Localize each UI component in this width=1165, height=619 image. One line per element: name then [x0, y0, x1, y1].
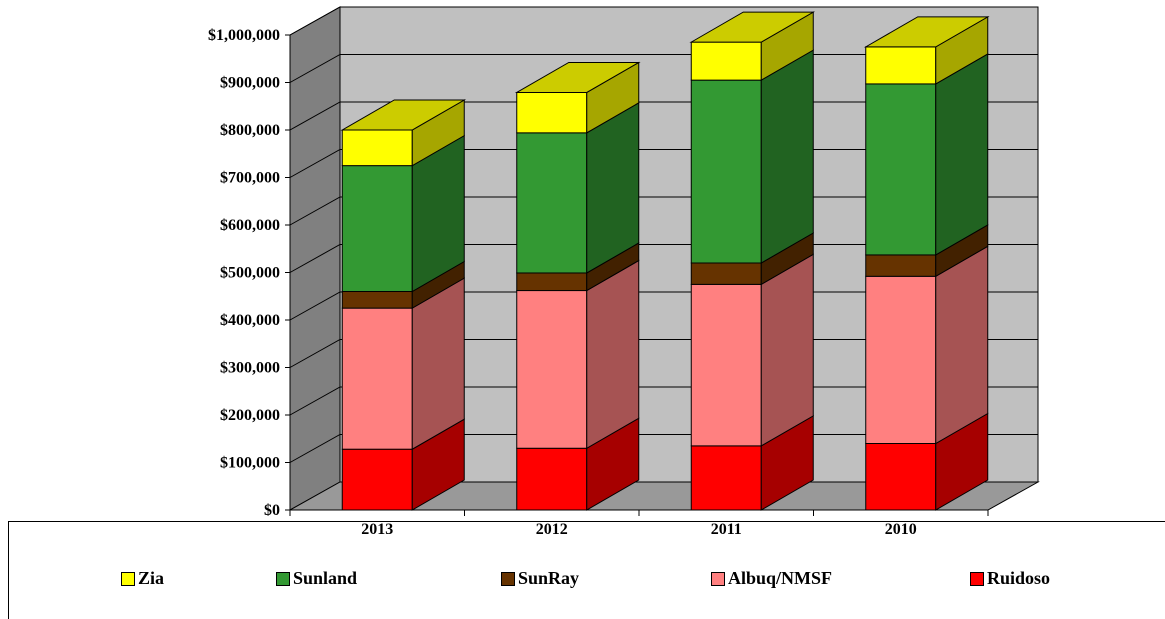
legend-swatch-zia: [121, 571, 135, 586]
bar-top-zia-2012: [514, 61, 641, 93]
y-tick-label: $900,000: [220, 75, 280, 92]
y-tick-label: $1,000,000: [208, 27, 280, 44]
bar-segment-sunland-2013: [341, 165, 413, 292]
legend-swatch-albuq-nmsf: [711, 571, 725, 586]
bar-segment-ruidoso-2010: [865, 443, 937, 511]
bar-segment-sunray-2013: [341, 291, 413, 309]
bar-side-albuq-nmsf-2011: [760, 253, 814, 447]
bar-segment-ruidoso-2012: [516, 447, 588, 511]
bar-segment-sunland-2011: [690, 79, 762, 264]
y-tick-label: $0: [264, 502, 280, 519]
bar-segment-ruidoso-2013: [341, 448, 413, 511]
bar-segment-albuq-nmsf-2013: [341, 307, 413, 450]
y-tick-label: $200,000: [220, 407, 280, 424]
gridline: [289, 6, 1038, 36]
y-tick-label: $600,000: [220, 217, 280, 234]
y-tick-label: $500,000: [220, 265, 280, 282]
bar-segment-ruidoso-2011: [690, 445, 762, 511]
bar-segment-zia-2010: [865, 46, 937, 85]
bar-segment-albuq-nmsf-2010: [865, 275, 937, 444]
legend-item-sunray: SunRay: [501, 568, 579, 589]
legend-swatch-sunray: [501, 571, 515, 586]
bar-stack-2010: [863, 16, 990, 511]
y-tick-label: $300,000: [220, 360, 280, 377]
bar-segment-sunland-2012: [516, 132, 588, 274]
legend-label-ruidoso: Ruidoso: [987, 568, 1051, 588]
legend-swatch-ruidoso: [970, 571, 984, 586]
bar-top-zia-2011: [689, 11, 816, 43]
bar-stack-2011: [689, 11, 816, 511]
bar-segment-sunray-2010: [865, 254, 937, 277]
legend-label-zia: Zia: [138, 568, 165, 588]
bar-segment-zia-2012: [516, 91, 588, 134]
bar-top-zia-2013: [340, 99, 467, 131]
bar-side-albuq-nmsf-2012: [586, 259, 640, 450]
x-tick-label: 2010: [885, 521, 917, 538]
y-axis: $0 $100,000 $200,000 $300,000 $400,000 $500,0…: [208, 27, 291, 519]
x-tick-label: 2012: [536, 521, 568, 538]
bar-segment-sunland-2010: [865, 83, 937, 256]
legend-label-sunland: Sunland: [293, 568, 358, 588]
bar-stack-group: [340, 11, 990, 511]
bar-top-zia-2010: [863, 16, 990, 48]
bar-segment-zia-2011: [690, 41, 762, 81]
bar-segment-sunray-2011: [690, 262, 762, 285]
legend-swatch-sunland: [276, 571, 290, 586]
bar-side-sunland-2011: [760, 49, 814, 264]
y-tick-label: $800,000: [220, 122, 280, 139]
y-tick-label: $700,000: [220, 170, 280, 187]
bar-segment-albuq-nmsf-2012: [516, 290, 588, 449]
legend-item-zia: Zia: [121, 568, 164, 589]
legend-item-sunland: Sunland: [276, 568, 357, 589]
bar-side-sunland-2010: [935, 53, 989, 256]
bar-side-albuq-nmsf-2010: [935, 245, 989, 445]
legend-item-albuq-nmsf: Albuq/NMSF: [711, 568, 832, 589]
bar-segment-sunray-2012: [516, 272, 588, 292]
bar-stack-2012: [514, 61, 641, 511]
legend-label-albuq-nmsf: Albuq/NMSF: [728, 568, 833, 588]
y-tick-label: $400,000: [220, 312, 280, 329]
legend: Zia Sunland SunRay Albuq/NMSF Ruidoso: [8, 521, 1165, 619]
x-tick-label: 2011: [711, 521, 742, 538]
y-tick-label: $100,000: [220, 455, 280, 472]
legend-label-sunray: SunRay: [518, 568, 580, 588]
x-tick-label: 2013: [361, 521, 393, 538]
x-axis: 2013 2012 2011 2010: [289, 509, 989, 538]
legend-item-ruidoso: Ruidoso: [970, 568, 1050, 589]
bar-stack-2013: [340, 99, 467, 511]
bar-segment-albuq-nmsf-2011: [690, 283, 762, 447]
bar-segment-zia-2013: [341, 129, 413, 167]
